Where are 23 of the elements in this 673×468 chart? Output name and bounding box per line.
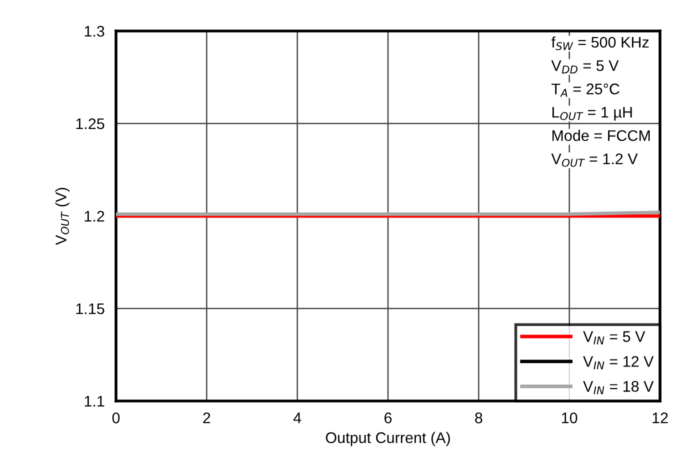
x-axis-title: Output Current (A) — [326, 432, 450, 446]
x-tick-label: 4 — [293, 412, 302, 424]
x-tick-label: 10 — [562, 412, 578, 424]
annotation: T$_{A}$ = 25°C — [552, 84, 620, 97]
annotation: Mode = FCCM — [552, 130, 650, 142]
annotation: V$_{OUT}$ = 1.2 V — [551, 153, 638, 167]
legend-label: V$_{IN}$ = 18 V — [583, 381, 654, 394]
x-tick-label: 2 — [203, 412, 210, 424]
x-tick-label: 8 — [475, 412, 482, 424]
legend-label: V$_{IN}$ = 12 V — [583, 356, 654, 370]
annotation: L$_{OUT}$ = 1 µH — [552, 106, 632, 121]
y-tick-label: 1.25 — [76, 118, 104, 130]
annotation: V$_{DD}$ = 5 V — [551, 60, 619, 74]
y-tick-label: 1.15 — [76, 304, 104, 314]
y-axis-title: V$_{OUT}$ (V) — [55, 188, 70, 246]
annotation: f$_{SW}$ = 500 KHz — [551, 36, 649, 50]
y-tick-label: 1.2 — [84, 210, 104, 222]
y-tick-label: 1.1 — [84, 396, 104, 407]
x-tick-label: 12 — [652, 412, 668, 424]
x-tick-label: 0 — [112, 412, 120, 424]
legend-label: V$_{IN}$ = 5 V — [583, 331, 646, 344]
y-tick-label: 1.3 — [84, 26, 104, 37]
x-tick-label: 6 — [384, 412, 392, 424]
